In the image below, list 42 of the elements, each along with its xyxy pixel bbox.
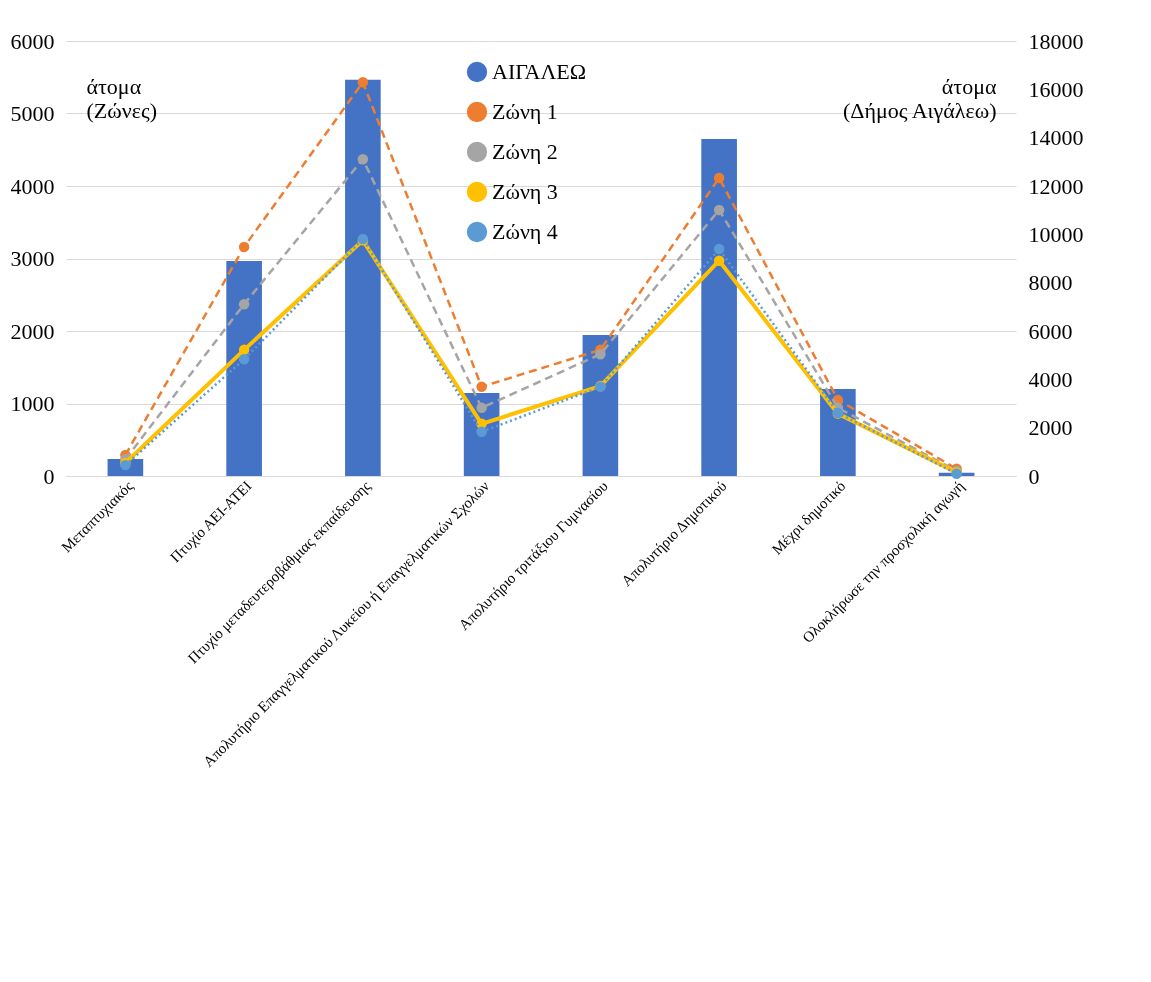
legend-label: Ζώνη 1	[492, 99, 558, 124]
y-tick-label: 5000	[10, 101, 55, 126]
legend-label: Ζώνη 3	[492, 179, 558, 204]
point	[476, 402, 487, 414]
point	[476, 381, 487, 393]
point	[357, 153, 369, 165]
y-tick-label: 2000	[10, 318, 55, 344]
point	[595, 348, 606, 360]
point	[238, 344, 250, 356]
point	[357, 77, 369, 88]
point	[238, 241, 250, 253]
y2-tick-label: 2000	[1028, 415, 1073, 441]
y-tick-label: 0	[43, 463, 55, 489]
y2-tick-label: 8000	[1028, 270, 1073, 296]
legend-label: ΑΙΓΑΛΕΩ	[492, 59, 587, 84]
bar	[582, 335, 619, 476]
point	[713, 172, 725, 184]
y2-tick-label: 6000	[1028, 318, 1073, 344]
y-tick-label: 1000	[10, 391, 55, 416]
legend-label: Ζώνη 4	[492, 219, 558, 244]
y2-tick-label: 10000	[1028, 221, 1084, 247]
bar	[345, 79, 381, 476]
y2-tick-label: 16000	[1028, 76, 1084, 102]
y-tick-label: 4000	[10, 173, 55, 199]
y-tick-label: 3000	[10, 246, 55, 271]
y-axis-title: άτομα (Ζώνες)	[86, 73, 157, 123]
y2-tick-label: 18000	[1028, 28, 1084, 54]
point	[713, 255, 725, 266]
bar	[226, 260, 262, 476]
y2-tick-label: 12000	[1028, 173, 1084, 199]
point	[476, 426, 487, 438]
bar	[701, 138, 737, 476]
point	[713, 204, 725, 216]
y2-axis-title: άτομα (Δήμος Αιγάλεω)	[842, 73, 997, 123]
y-tick-label: 6000	[10, 28, 55, 54]
y2-tick-label: 0	[1028, 463, 1040, 489]
point	[713, 243, 725, 255]
y2-tick-label: 4000	[1028, 366, 1073, 392]
point	[238, 298, 250, 310]
y2-tick-label: 14000	[1028, 125, 1084, 151]
legend-label: Ζώνη 2	[492, 139, 558, 164]
point	[238, 354, 250, 365]
